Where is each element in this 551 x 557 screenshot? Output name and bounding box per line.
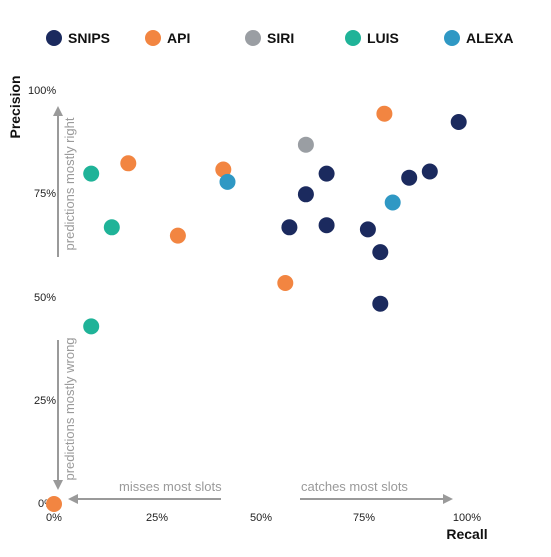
data-point-snips <box>401 169 418 186</box>
data-point-luis <box>83 318 100 335</box>
x-low-annotation: misses most slots <box>119 479 222 494</box>
y-tick-label: 25% <box>34 395 56 407</box>
data-point-snips <box>372 295 389 312</box>
legend-item-siri: SIRI <box>245 30 294 46</box>
x-tick-label: 25% <box>146 512 168 524</box>
legend-item-alexa: ALEXA <box>444 30 513 46</box>
data-point-snips <box>372 244 389 261</box>
x-tick-label: 0% <box>46 512 62 524</box>
legend-label: ALEXA <box>466 30 514 46</box>
x-tick-label: 50% <box>250 512 272 524</box>
legend-label: SIRI <box>267 30 295 46</box>
data-point-snips <box>318 217 335 234</box>
legend-swatch <box>46 30 62 46</box>
legend-item-luis: LUIS <box>345 30 399 46</box>
x-axis-title: Recall <box>446 526 487 542</box>
data-point-snips <box>421 163 438 180</box>
data-points <box>46 105 467 512</box>
data-point-siri <box>297 136 314 153</box>
data-point-api <box>169 227 186 244</box>
data-point-api <box>376 105 393 122</box>
legend-swatch <box>444 30 460 46</box>
legend: SNIPS API SIRI LUIS ALEXA <box>0 30 551 54</box>
data-point-api <box>120 155 137 172</box>
data-point-luis <box>103 219 120 236</box>
y-tick-label: 100% <box>28 85 56 97</box>
data-point-snips <box>450 114 467 130</box>
y-low-annotation: predictions mostly wrong <box>62 337 77 480</box>
data-point-alexa <box>219 173 236 190</box>
x-tick-label: 75% <box>353 512 375 524</box>
legend-label: API <box>167 30 191 46</box>
legend-label: SNIPS <box>68 30 111 46</box>
legend-swatch <box>245 30 261 46</box>
data-point-snips <box>318 165 335 182</box>
data-point-snips <box>359 221 376 238</box>
y-high-annotation: predictions mostly right <box>62 117 77 250</box>
x-high-annotation: catches most slots <box>301 479 408 494</box>
legend-label: LUIS <box>367 30 399 46</box>
data-point-snips <box>281 219 298 236</box>
data-point-luis <box>83 165 100 182</box>
data-point-snips <box>297 186 314 203</box>
data-point-alexa <box>384 194 401 211</box>
y-axis-title: Precision <box>7 75 23 138</box>
legend-item-api: API <box>145 30 190 46</box>
legend-swatch <box>145 30 161 46</box>
legend-swatch <box>345 30 361 46</box>
data-point-api <box>215 161 232 178</box>
data-point-api <box>46 496 62 512</box>
legend-item-snips: SNIPS <box>46 30 110 46</box>
data-point-api <box>277 275 294 291</box>
x-tick-label: 100% <box>453 512 481 524</box>
y-tick-label: 75% <box>34 188 56 200</box>
y-tick-label: 50% <box>34 292 56 304</box>
